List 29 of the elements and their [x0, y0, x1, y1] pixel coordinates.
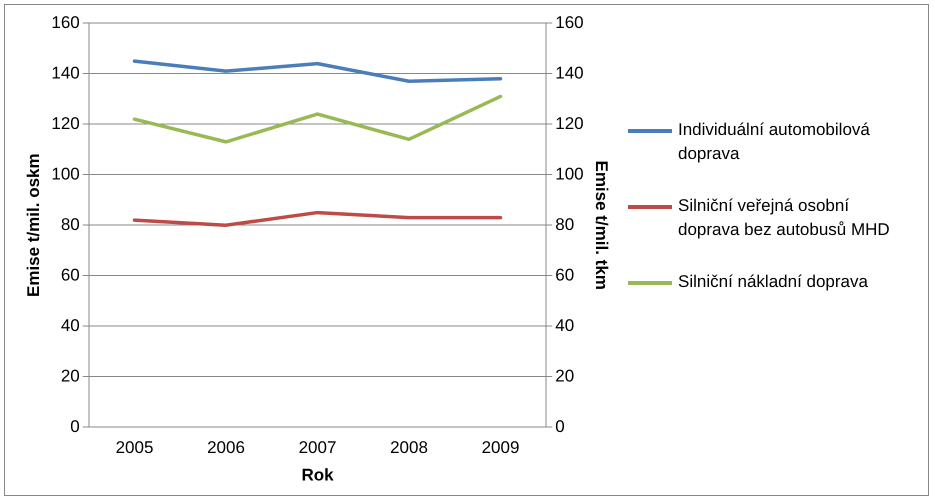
x-tick-label: 2007 [298, 438, 336, 458]
y2-tick-label: 140 [555, 63, 584, 82]
y2-tick-label: 0 [555, 416, 565, 436]
y2-tick-label: 60 [555, 265, 574, 284]
y2-tick-label: 120 [555, 114, 584, 133]
y-tick-label: 40 [60, 316, 80, 335]
y2-axis-title: Emise t/mil. tkm [592, 160, 612, 290]
y-tick-label: 100 [51, 164, 80, 184]
y-tick-label: 160 [51, 12, 80, 32]
legend-label: Individuální automobilová doprava [678, 119, 871, 165]
y2-tick-label: 160 [555, 12, 584, 32]
x-tick-label: 2005 [116, 438, 154, 458]
y-tick-label: 140 [51, 63, 80, 82]
y-axis-title: Emise t/mil. oskm [24, 153, 43, 298]
x-axis-title: Rok [301, 465, 334, 484]
x-tick-label: 2008 [390, 438, 428, 458]
y-tick-label: 120 [51, 114, 80, 133]
y-tick-label: 20 [60, 366, 80, 386]
y2-tick-label: 100 [555, 164, 584, 184]
y2-tick-label: 80 [555, 214, 574, 234]
y-tick-label: 60 [60, 265, 80, 284]
legend-label: Silniční nákladní doprava [678, 271, 869, 293]
y2-tick-label: 40 [555, 316, 574, 335]
y-tick-label: 80 [60, 214, 80, 234]
x-tick-label: 2006 [207, 438, 245, 458]
y-tick-label: 0 [70, 416, 80, 436]
x-tick-label: 2009 [482, 438, 520, 458]
legend-label: Silniční veřejná osobní doprava bez autobusů MHD [678, 195, 891, 241]
y2-tick-label: 20 [555, 366, 574, 386]
